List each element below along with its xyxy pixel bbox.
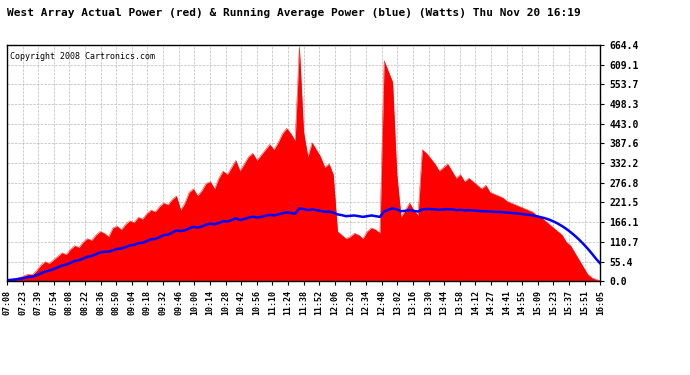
Text: Copyright 2008 Cartronics.com: Copyright 2008 Cartronics.com [10,52,155,61]
Text: West Array Actual Power (red) & Running Average Power (blue) (Watts) Thu Nov 20 : West Array Actual Power (red) & Running … [7,8,581,18]
